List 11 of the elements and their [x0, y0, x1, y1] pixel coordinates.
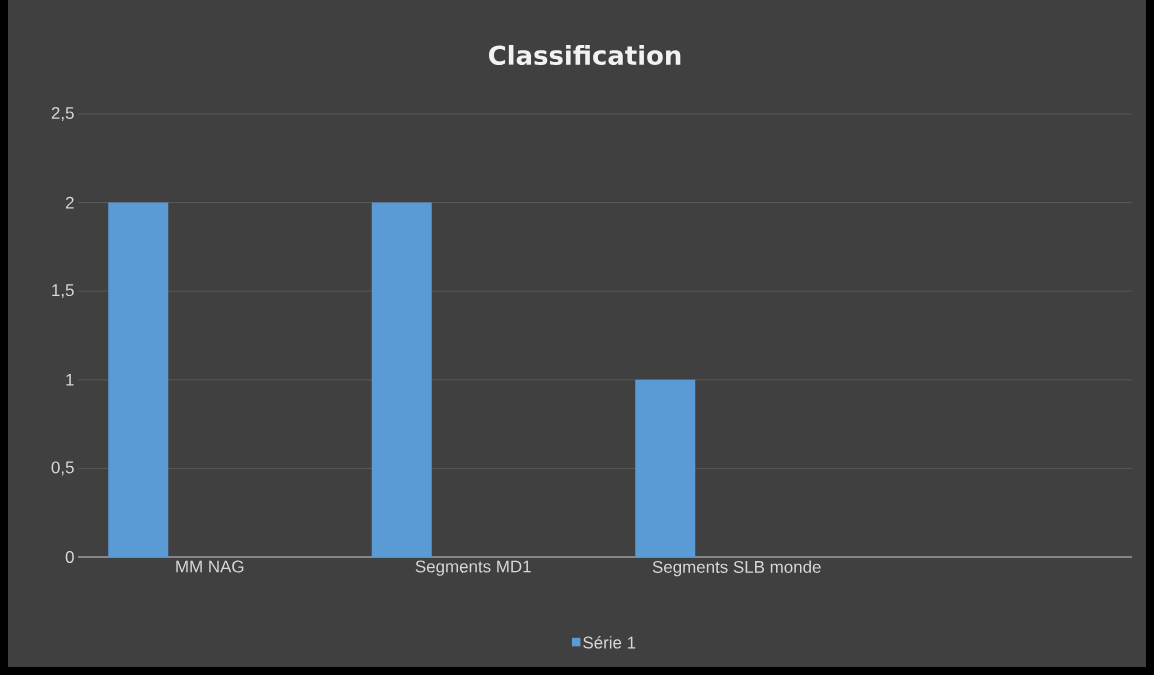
y-tick-label: 0,5	[51, 461, 74, 476]
x-tick-label: Segments SLB monde	[652, 560, 821, 577]
x-tick-label: Segments MD1	[415, 560, 531, 576]
y-tick-label: 2,5	[51, 106, 74, 121]
y-tick-label: 1	[66, 373, 74, 386]
y-tick-label: 2	[65, 196, 74, 209]
y-tick-label: 1,5	[52, 284, 74, 299]
legend-label: Série 1	[583, 635, 636, 649]
chart-title: Classification	[489, 44, 681, 65]
x-tick-label: MM NAG	[176, 560, 244, 573]
y-tick-label: 0	[65, 550, 74, 563]
